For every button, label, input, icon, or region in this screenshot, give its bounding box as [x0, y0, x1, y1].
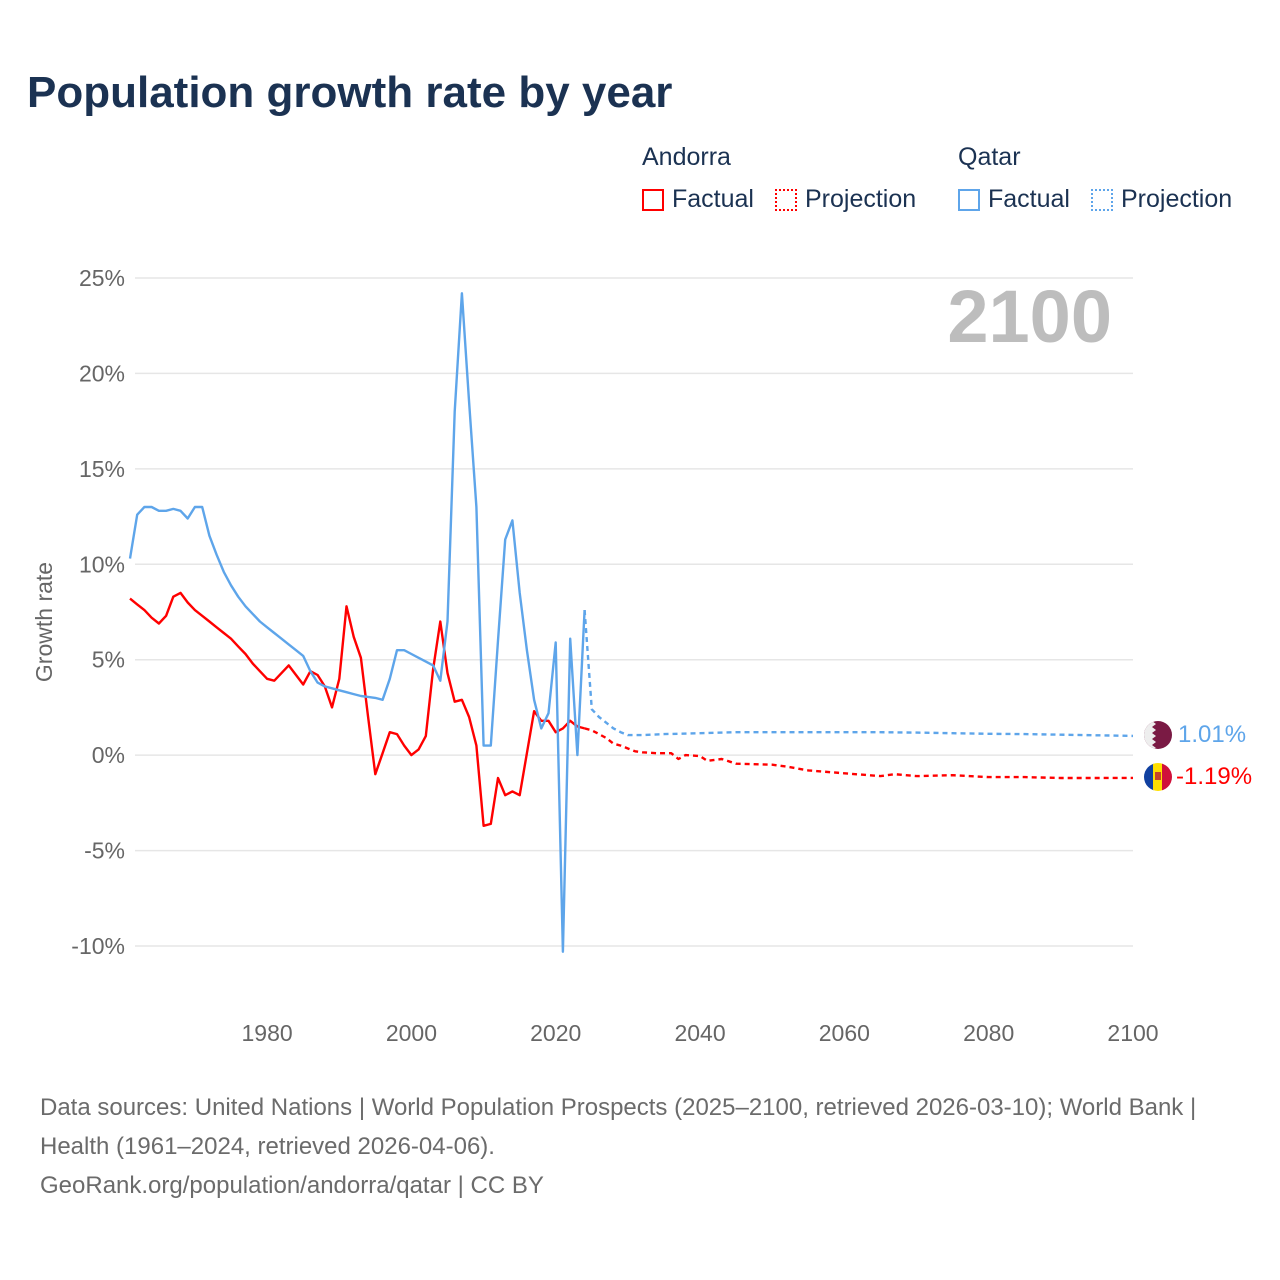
credit: GeoRank.org/population/andorra/qatar | C…	[40, 1172, 544, 1199]
y-tick-label: -5%	[84, 838, 125, 864]
y-tick-label: 5%	[92, 647, 125, 673]
solid-swatch-icon	[958, 188, 980, 211]
x-tick-label: 2060	[819, 1020, 870, 1046]
dotted-swatch-icon	[775, 188, 797, 211]
andorra-flag-icon	[1144, 763, 1172, 791]
page-title: Population growth rate by year	[27, 68, 673, 117]
solid-swatch-icon	[642, 188, 664, 211]
legend-andorra-projection[interactable]: Projection	[775, 185, 916, 214]
gridlines	[135, 277, 1133, 947]
y-axis-label: Growth rate	[31, 562, 57, 682]
legend-label: Projection	[1121, 185, 1233, 213]
legend-group-title: Andorra	[642, 143, 731, 171]
y-axis-ticks: 25% 20% 15% 10% 5% 0% -5% -10%	[71, 265, 125, 959]
dotted-swatch-icon	[1091, 188, 1113, 211]
qatar-factual-line	[128, 292, 586, 953]
x-tick-label: 1980	[242, 1020, 293, 1046]
y-tick-label: 20%	[79, 360, 125, 386]
x-tick-label: 2100	[1107, 1020, 1158, 1046]
qatar-projection-line	[583, 610, 1134, 738]
qatar-end-value: 1.01%	[1178, 721, 1246, 748]
legend-qatar-factual[interactable]: Factual	[958, 185, 1070, 214]
x-tick-label: 2080	[963, 1020, 1014, 1046]
y-tick-label: 15%	[79, 456, 125, 482]
y-tick-label: 10%	[79, 551, 125, 577]
legend-andorra-factual[interactable]: Factual	[642, 185, 754, 214]
legend-group-title: Qatar	[958, 143, 1021, 171]
series-lines	[128, 292, 1134, 953]
andorra-projection-line	[584, 727, 1134, 780]
x-tick-label: 2020	[530, 1020, 581, 1046]
x-tick-label: 2000	[386, 1020, 437, 1046]
line-chart: 25% 20% 15% 10% 5% 0% -5% -10% 1980 2000 2020 2040…	[31, 265, 1252, 1046]
x-tick-label: 2040	[674, 1020, 725, 1046]
andorra-factual-line	[129, 591, 585, 827]
y-tick-label: 0%	[92, 742, 125, 768]
y-tick-label: 25%	[79, 265, 125, 291]
legend-label: Projection	[805, 185, 917, 213]
legend-label: Factual	[672, 185, 754, 213]
legend-qatar-projection[interactable]: Projection	[1091, 185, 1232, 214]
y-tick-label: -10%	[71, 933, 125, 959]
qatar-flag-icon	[1144, 721, 1172, 749]
current-year-label: 2100	[947, 275, 1112, 358]
x-axis-ticks: 1980 2000 2020 2040 2060 2080 2100	[242, 1020, 1159, 1046]
legend-label: Factual	[988, 185, 1070, 213]
data-sources: Data sources: United Nations | World Pop…	[40, 1094, 1197, 1160]
footer: Data sources: United Nations | World Pop…	[40, 1088, 1240, 1205]
andorra-end-value: -1.19%	[1176, 763, 1252, 790]
